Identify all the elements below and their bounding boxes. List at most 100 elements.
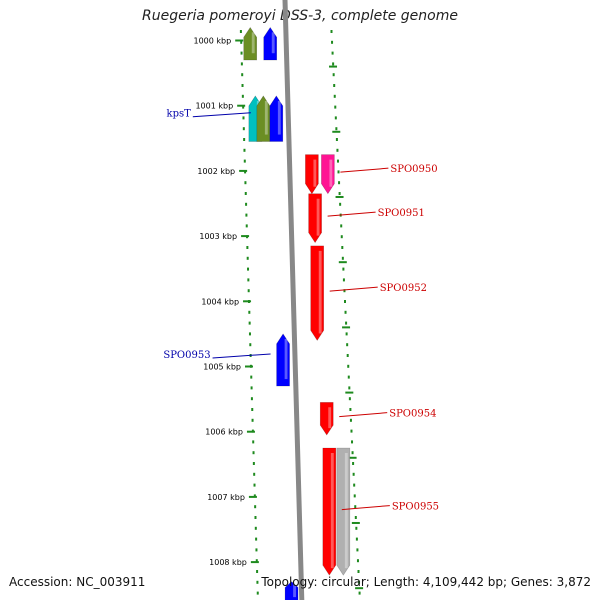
guide-dot [358,580,361,584]
gene-highlight [251,32,255,54]
guide-dot [332,73,335,77]
guide-dot [340,235,343,239]
gene-arrow [322,447,337,576]
guide-dot [341,256,344,260]
guide-dot [242,127,245,131]
guide-dot [334,105,337,109]
gene-arrow [276,333,290,387]
guide-dot [333,84,336,87]
guide-dot [353,483,356,487]
guide-dot [351,440,354,444]
gene-features [243,26,351,600]
gene-arrow [269,95,284,142]
guide-dot [252,462,255,465]
guide-dot [256,580,259,584]
guide-dot [357,570,360,573]
guide-dot [241,73,244,77]
guide-dot [245,213,248,217]
ruler-tick-label: 1001 kbp [195,102,233,111]
guide-dot [342,267,345,271]
gene-label-leader [192,112,251,118]
gene-highlight [328,407,332,429]
gene-label: kpsT [167,109,192,120]
guide-dot [355,537,358,541]
guide-dot [336,159,339,163]
guide-dot [350,429,353,433]
guide-dot [344,310,347,314]
guide-dot [254,516,257,519]
guide-dot [353,494,356,498]
guide-dot [348,397,351,401]
guide-dot [348,386,351,390]
gene-label-leader [327,211,376,217]
gene-highlight [344,453,348,569]
gene-label: SPO0954 [389,409,436,420]
guide-dot [354,505,357,509]
gene-label-leader [339,412,388,418]
guide-dot [253,483,256,487]
guide-dot [339,202,342,206]
guide-dot [248,321,251,325]
guide-dot [249,343,252,347]
guide-dot [250,375,253,379]
guide-dot [343,289,346,293]
gene-highlight [313,159,317,187]
guide-dot [354,516,357,519]
guide-dot [355,526,358,530]
topology-summary-text: Topology: circular; Length: 4,109,442 bp… [261,575,591,589]
guide-dot [358,591,361,595]
gene-label: SPO0953 [163,350,210,361]
backbone-line [282,0,305,600]
gene-labels: kpsT SPO0950 SPO0951 SPO0952 SPO0953 SPO0954 S… [163,109,439,513]
guide-dot [246,246,249,249]
guide-dot [255,548,258,552]
gene-arrow [308,193,322,244]
gene-highlight [277,100,281,135]
gene-highlight [330,453,334,569]
guide-dot [340,224,343,228]
guide-dot [356,548,359,552]
gene-arrow [336,447,351,576]
guide-dot [352,462,355,465]
guide-dot [338,192,341,195]
ruler-tick-label: 1000 kbp [194,37,232,46]
guide-dot [338,181,341,185]
gene-label-leader [329,286,378,292]
map-title: Ruegeria pomeroyi DSS-3, complete genome [142,8,458,24]
gene-label: SPO0951 [378,208,425,219]
gene-label-leader [212,353,271,359]
gene-highlight [318,250,322,334]
guide-dot [241,94,244,98]
genome-backbone [282,0,305,600]
ruler-tick-label: 1008 kbp [209,558,247,567]
guide-dot [247,278,250,282]
gene-label: SPO0950 [390,164,437,175]
ruler-tick-label: 1003 kbp [199,232,237,241]
gene-highlight [329,159,333,187]
ruler-tick-label: 1007 kbp [207,493,245,502]
ruler-tick-label: 1004 kbp [201,297,239,306]
guide-dot [251,418,254,422]
guide-dot [344,300,346,303]
guide-dot [335,138,338,141]
ruler-tick-label: 1002 kbp [197,167,235,176]
gene-arrow [284,581,299,600]
guide-dot [247,267,250,271]
guide-dot [246,256,249,260]
gene-label: SPO0952 [380,283,427,294]
guide-dot [352,472,355,476]
gene-arrow [256,95,271,142]
gene-arrow [321,154,335,195]
guide-dot [341,246,344,249]
gene-arrow [319,402,334,436]
guide-dot [346,343,349,347]
guide-dot [254,526,257,530]
guide-dot [245,202,248,206]
guide-dot [336,148,339,152]
guide-dot [252,440,255,444]
guide-dot [334,116,337,120]
gene-highlight [316,198,320,236]
gene-highlight [264,100,268,135]
guide-dot [254,505,257,509]
gene-label-leader [341,505,390,511]
